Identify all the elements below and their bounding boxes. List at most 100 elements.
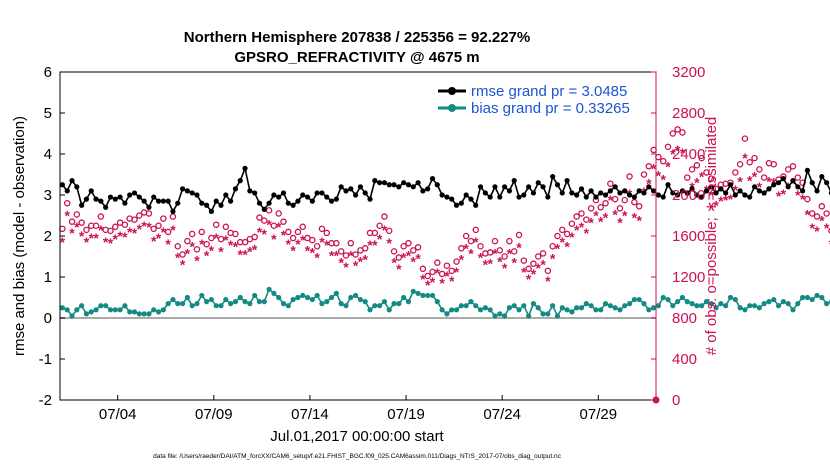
obs-possible-point [212,221,220,228]
obs-possible-point [621,196,629,204]
bias-point [324,299,330,305]
bias-point [213,303,219,309]
obs-possible-point [285,228,292,236]
bias-point [482,305,488,311]
obs-possible-point [419,265,427,273]
obs-possible-point [736,160,744,168]
bias-point [64,307,70,313]
y-right-tick-label: 2800 [672,105,705,122]
obs-assimilated-point: * [449,273,455,289]
rmse-point [694,192,700,198]
bias-point [333,290,339,296]
obs-assimilated-point: * [209,242,215,258]
obs-assimilated-point: * [608,192,614,208]
obs-possible-point [746,158,753,166]
bias-point [449,307,455,313]
bias-point [170,296,176,303]
obs-assimilated-point: * [733,182,739,198]
rmse-point [98,198,104,204]
bias-point [122,303,128,309]
obs-assimilated-point: * [483,257,489,273]
rmse-point [338,184,344,190]
bias-point [103,303,109,309]
rmse-point [300,192,306,198]
obs-possible-point [313,242,321,250]
rmse-point [127,192,133,198]
obs-assimilated-point: * [824,220,830,236]
obs-assimilated-point: * [588,215,594,231]
bias-point [679,294,686,301]
rmse-point [117,194,123,200]
obs-assimilated-point: * [98,222,104,238]
obs-assimilated-point: * [540,257,546,273]
obs-assimilated-point: * [579,219,585,235]
rmse-point [771,182,777,188]
obs-possible-point [770,160,778,168]
rmse-point [516,194,522,200]
obs-possible-point [674,126,681,133]
bias-point [151,307,157,313]
obs-assimilated-point: * [218,243,224,259]
obs-possible-point [655,153,662,161]
obs-possible-point [443,262,451,269]
bias-point [218,303,224,309]
bias-point [780,299,786,305]
bias-point [223,296,229,303]
obs-possible-point [217,235,225,243]
obs-possible-point [395,254,403,261]
obs-assimilated-point: * [367,237,373,253]
obs-possible-point [563,230,571,238]
obs-possible-point [568,220,576,227]
obs-assimilated-point: * [776,188,782,204]
rmse-point [228,198,234,204]
rmse-point [405,182,412,188]
obs-assimilated-point: * [670,146,676,162]
rmse-point [492,184,498,190]
obs-assimilated-point: * [766,174,772,190]
rmse-point [434,182,440,188]
rmse-point [309,198,315,204]
rmse-point [506,188,512,194]
chart-title-line1: Northern Hemisphere 207838 / 225356 = 92… [184,29,530,46]
obs-possible-point [381,213,388,220]
bias-point [473,303,479,309]
bias-point [751,303,758,309]
obs-possible-point [520,257,528,264]
bias-point [612,305,618,311]
bias-point [727,294,734,301]
obs-possible-point [251,233,258,241]
obs-assimilated-point: * [266,217,272,233]
bias-point [732,296,738,303]
legend-rmse-marker [448,87,456,95]
obs-possible-point [448,267,455,275]
bias-point [242,299,248,305]
obs-possible-point [698,154,705,162]
bias-point [530,301,537,307]
rmse-point [444,194,450,200]
obs-assimilated-point: * [536,260,542,276]
obs-assimilated-point: * [213,230,219,246]
obs-possible-point [828,227,830,234]
bias-point [497,311,503,317]
bias-point [511,303,517,309]
bias-point [574,305,580,311]
obs-assimilated-point: * [699,169,705,185]
rmse-point [756,188,762,194]
obs-assimilated-point: * [60,234,66,250]
bias-point [598,307,604,313]
obs-assimilated-point: * [694,175,700,191]
obs-possible-point [203,240,210,248]
obs-assimilated-point: * [425,277,431,293]
bias-point [280,301,287,307]
bias-point [309,296,315,303]
obs-assimilated-point: * [617,215,623,231]
obs-assimilated-point: * [271,231,277,247]
rmse-point [107,194,114,200]
bias-point [468,299,474,305]
rmse-point [497,194,503,200]
bias-point [737,305,743,311]
bias-point [655,303,662,309]
rmse-point [545,194,551,200]
rmse-point [252,190,258,196]
obs-assimilated-point: * [800,191,806,207]
